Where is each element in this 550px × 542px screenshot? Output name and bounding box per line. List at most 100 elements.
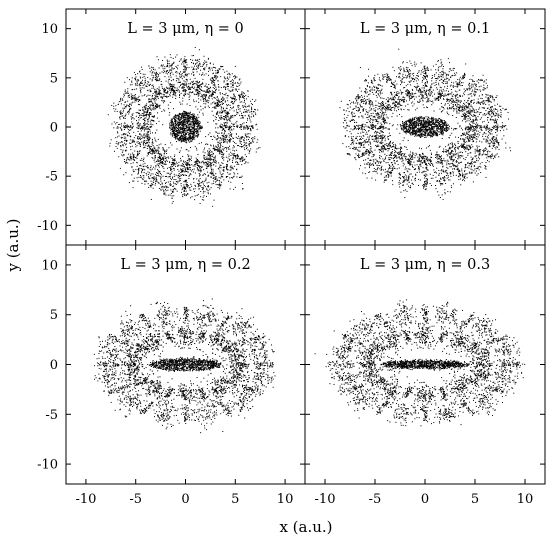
data-point bbox=[192, 115, 194, 117]
data-point bbox=[172, 89, 174, 91]
data-point bbox=[191, 131, 193, 133]
data-point bbox=[180, 174, 182, 176]
data-point bbox=[232, 147, 234, 149]
data-point bbox=[170, 129, 172, 131]
data-point bbox=[169, 175, 171, 177]
data-point bbox=[231, 97, 233, 99]
data-point bbox=[178, 116, 180, 118]
data-point bbox=[196, 120, 198, 122]
data-point bbox=[222, 99, 224, 101]
data-point bbox=[230, 169, 232, 171]
data-point bbox=[182, 170, 184, 172]
data-point bbox=[173, 130, 175, 132]
data-point bbox=[191, 62, 193, 64]
data-point bbox=[185, 131, 187, 133]
data-point bbox=[158, 159, 160, 161]
data-point bbox=[173, 164, 175, 166]
data-point bbox=[146, 85, 148, 87]
data-point bbox=[144, 136, 146, 138]
data-point bbox=[200, 191, 202, 193]
data-point bbox=[177, 114, 179, 116]
data-point bbox=[157, 59, 159, 61]
data-point bbox=[216, 139, 218, 141]
data-point bbox=[140, 127, 142, 129]
data-point bbox=[193, 68, 195, 70]
data-point bbox=[142, 175, 144, 177]
data-point bbox=[167, 181, 169, 183]
data-point bbox=[190, 147, 191, 149]
data-point bbox=[136, 83, 138, 85]
data-point bbox=[155, 77, 157, 79]
data-point bbox=[244, 144, 246, 146]
data-point bbox=[208, 70, 210, 72]
data-point bbox=[131, 166, 133, 168]
data-point bbox=[250, 138, 252, 140]
data-point bbox=[192, 137, 194, 139]
data-point bbox=[204, 173, 206, 175]
data-point bbox=[418, 127, 420, 129]
data-point bbox=[168, 114, 170, 116]
data-point bbox=[184, 62, 186, 64]
data-point bbox=[154, 91, 156, 93]
data-point bbox=[154, 88, 156, 90]
data-point bbox=[186, 82, 188, 84]
data-point bbox=[172, 63, 174, 65]
data-point bbox=[141, 135, 143, 137]
data-point bbox=[186, 142, 188, 144]
data-point bbox=[146, 166, 148, 168]
data-point bbox=[176, 132, 178, 134]
data-point bbox=[230, 96, 232, 98]
data-point bbox=[166, 167, 168, 169]
data-point bbox=[134, 99, 136, 101]
data-point bbox=[200, 168, 202, 170]
data-point bbox=[220, 104, 222, 106]
data-point bbox=[214, 157, 216, 159]
data-point bbox=[192, 122, 194, 124]
data-point bbox=[215, 165, 217, 167]
data-point bbox=[122, 99, 124, 101]
data-point bbox=[131, 77, 133, 79]
data-point bbox=[199, 120, 201, 122]
data-point bbox=[137, 79, 139, 81]
data-point bbox=[149, 67, 151, 69]
data-point bbox=[176, 123, 178, 125]
data-point bbox=[123, 134, 125, 136]
data-point bbox=[144, 133, 146, 135]
data-point bbox=[225, 86, 227, 88]
data-point bbox=[178, 127, 180, 129]
data-point bbox=[152, 77, 154, 79]
data-point bbox=[185, 194, 187, 196]
data-point bbox=[251, 125, 253, 127]
data-point bbox=[194, 77, 196, 79]
data-point bbox=[170, 168, 172, 170]
data-point bbox=[217, 98, 219, 100]
data-point bbox=[216, 72, 218, 74]
data-point bbox=[208, 157, 210, 159]
data-point bbox=[211, 77, 213, 79]
data-point bbox=[190, 125, 192, 127]
data-point bbox=[174, 117, 176, 119]
data-point bbox=[177, 124, 179, 126]
data-point bbox=[231, 101, 233, 103]
data-point bbox=[120, 112, 122, 114]
data-point bbox=[406, 128, 408, 130]
data-point bbox=[149, 89, 151, 91]
data-point bbox=[425, 116, 427, 118]
data-point bbox=[127, 134, 129, 136]
data-point bbox=[181, 114, 183, 116]
data-point bbox=[178, 115, 180, 117]
data-point bbox=[127, 135, 129, 137]
data-point bbox=[195, 68, 197, 70]
data-point bbox=[137, 121, 139, 123]
data-point bbox=[194, 161, 196, 163]
data-point bbox=[160, 92, 162, 94]
data-point bbox=[153, 105, 155, 107]
data-point bbox=[202, 78, 204, 80]
data-point bbox=[143, 133, 145, 135]
data-point bbox=[163, 155, 165, 157]
data-point bbox=[189, 131, 191, 133]
data-point bbox=[170, 123, 172, 125]
data-point bbox=[143, 175, 145, 177]
data-point bbox=[156, 80, 158, 82]
data-point bbox=[229, 118, 231, 120]
